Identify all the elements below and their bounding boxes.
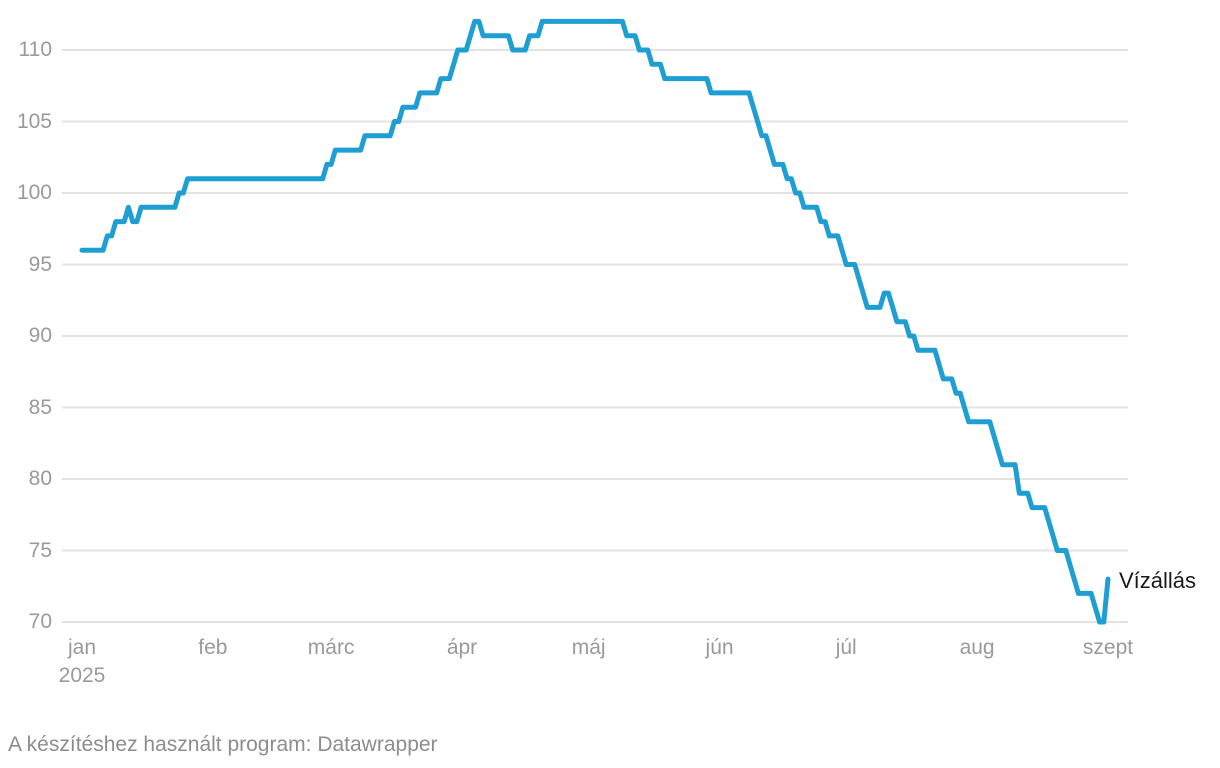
y-tick-label-100: 100 bbox=[16, 181, 52, 204]
water-level-line bbox=[79, 18, 1111, 625]
y-tick-label-90: 90 bbox=[28, 324, 52, 347]
month-label: szept bbox=[1082, 636, 1134, 659]
month-label: júl bbox=[835, 636, 857, 659]
y-tick-label-85: 85 bbox=[28, 395, 52, 419]
month-label: ápr bbox=[446, 636, 478, 659]
x-tick-label-jún: jún bbox=[675, 634, 765, 662]
month-label: márc bbox=[307, 636, 355, 659]
y-tick-label-105: 105 bbox=[16, 109, 52, 133]
footer-credit: A készítéshez használt program: Datawrap… bbox=[8, 733, 438, 756]
y-tick-label-70: 70 bbox=[28, 610, 52, 633]
month-label: máj bbox=[571, 636, 606, 659]
y-tick-label-110: 110 bbox=[18, 38, 52, 61]
x-tick-label-aug: aug bbox=[932, 634, 1022, 662]
month-label: feb bbox=[198, 636, 228, 659]
year-label: 2025 bbox=[58, 664, 106, 687]
x-tick-label-márc: márc bbox=[286, 634, 376, 662]
gridlines bbox=[62, 49, 1128, 623]
x-tick-label-szept: szept bbox=[1063, 634, 1153, 662]
x-tick-label-júl: júl bbox=[801, 634, 891, 662]
y-tick-label-75: 75 bbox=[28, 538, 52, 562]
month-label: jún bbox=[705, 636, 734, 659]
month-label: jan bbox=[67, 636, 97, 659]
x-tick-label-máj: máj bbox=[544, 634, 634, 662]
y-tick-label-95: 95 bbox=[28, 252, 52, 276]
x-tick-label-feb: feb bbox=[168, 634, 258, 662]
series-label: Vízállás bbox=[1119, 568, 1197, 593]
x-tick-label-jan: jan 2025 bbox=[37, 634, 127, 690]
month-label: aug bbox=[959, 636, 995, 659]
y-tick-label-80: 80 bbox=[28, 467, 52, 490]
x-tick-label-ápr: ápr bbox=[417, 634, 507, 662]
